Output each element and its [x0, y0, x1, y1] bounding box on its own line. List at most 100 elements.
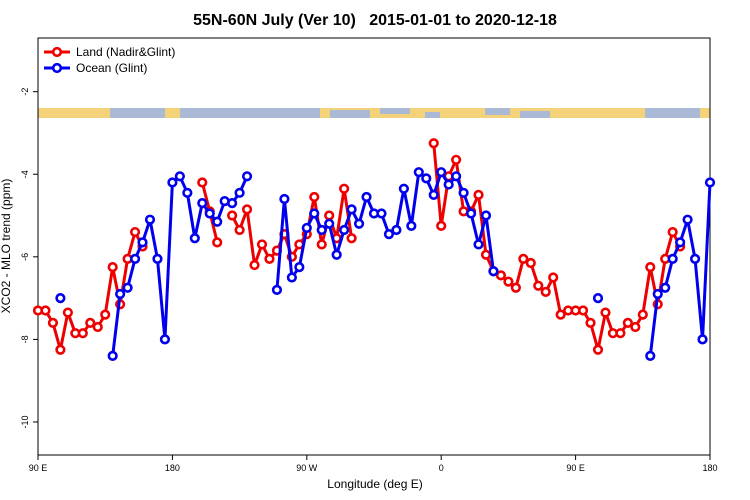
y-axis-label: XCO2 - MLO trend (ppm) — [0, 179, 13, 314]
data-point — [451, 154, 462, 165]
data-point — [227, 198, 238, 209]
data-point — [309, 191, 320, 203]
data-point — [152, 253, 163, 264]
plot-frame — [37, 37, 711, 456]
series-line — [432, 143, 682, 352]
y-tick-label: -4 — [20, 170, 30, 178]
data-point — [660, 282, 671, 293]
data-point — [533, 280, 544, 291]
data-point — [376, 208, 387, 219]
data-point — [488, 266, 499, 277]
data-point — [383, 229, 395, 240]
data-point — [159, 334, 171, 345]
data-point — [436, 220, 447, 231]
data-point — [346, 233, 357, 244]
map-ocean — [180, 108, 320, 118]
x-tick-label: 90 W — [296, 463, 318, 473]
data-point — [577, 305, 589, 316]
data-point — [55, 293, 66, 304]
data-point — [115, 288, 126, 300]
data-point — [428, 189, 439, 200]
data-point — [309, 208, 320, 219]
data-point — [339, 183, 350, 194]
data-point — [697, 334, 708, 345]
data-point — [234, 224, 245, 236]
series-line — [648, 182, 712, 357]
data-point — [182, 187, 193, 198]
data-point — [458, 187, 469, 198]
data-point — [480, 249, 492, 260]
data-point — [137, 237, 148, 248]
data-point — [212, 237, 223, 248]
data-point — [428, 138, 439, 149]
data-point — [540, 286, 551, 298]
map-ocean — [425, 112, 440, 118]
data-point — [555, 309, 566, 320]
data-point — [465, 208, 477, 219]
data-point — [622, 317, 633, 328]
data-point — [100, 309, 111, 320]
map-land — [38, 108, 710, 118]
data-point — [645, 350, 656, 362]
data-point — [592, 293, 604, 304]
data-point — [234, 187, 245, 198]
data-point — [40, 305, 51, 316]
data-point — [421, 173, 432, 184]
data-point — [637, 309, 648, 320]
chart-title: 55N-60N July (Ver 10) 2015-01-01 to 2020… — [193, 12, 557, 29]
data-point — [615, 328, 626, 339]
data-point — [413, 167, 424, 178]
data-point — [62, 307, 73, 318]
data-point — [495, 270, 507, 281]
data-point — [129, 253, 141, 264]
data-point — [391, 224, 402, 236]
data-point — [518, 253, 529, 264]
y-tick-label: -2 — [20, 88, 30, 96]
data-point — [241, 171, 253, 182]
data-point — [324, 210, 335, 221]
data-point — [77, 328, 88, 339]
x-tick-label: 90 E — [29, 463, 48, 473]
data-point — [264, 253, 275, 264]
legend-label: Land (Nadir&Glint) — [76, 45, 175, 59]
y-tick-label: -8 — [20, 335, 30, 343]
data-point — [585, 317, 596, 328]
data-point — [398, 183, 409, 194]
data-point — [197, 198, 208, 209]
data-point — [212, 216, 223, 227]
data-point — [256, 239, 268, 250]
data-point — [548, 272, 559, 283]
data-point — [129, 226, 141, 238]
data-point — [503, 276, 514, 287]
data-point — [55, 344, 66, 355]
legend: Land (Nadir&Glint) Ocean (Glint) — [44, 45, 175, 75]
data-point — [301, 222, 312, 234]
legend-label: Ocean (Glint) — [76, 61, 147, 75]
data-point — [645, 262, 656, 273]
y-tick-label: -10 — [20, 415, 30, 428]
map-ocean — [380, 108, 410, 114]
y-tick-label: -6 — [20, 253, 30, 261]
map-ocean — [110, 108, 165, 118]
data-point — [689, 253, 701, 264]
data-point — [316, 224, 327, 236]
data-point — [189, 233, 200, 244]
data-point — [346, 204, 357, 215]
data-point — [675, 237, 686, 248]
data-point — [525, 257, 536, 269]
data-point — [361, 191, 372, 203]
data-point — [47, 317, 59, 328]
data-point — [204, 208, 215, 219]
data-point — [667, 253, 678, 264]
map-ocean — [645, 108, 700, 118]
series — [32, 138, 686, 355]
data-point — [197, 177, 208, 188]
map-strip — [38, 108, 710, 118]
x-axis-label: Longitude (deg E) — [327, 477, 422, 491]
data-point — [339, 224, 350, 236]
data-point — [107, 262, 118, 273]
data-point — [451, 171, 462, 182]
series — [55, 167, 716, 362]
data-point — [353, 218, 365, 229]
